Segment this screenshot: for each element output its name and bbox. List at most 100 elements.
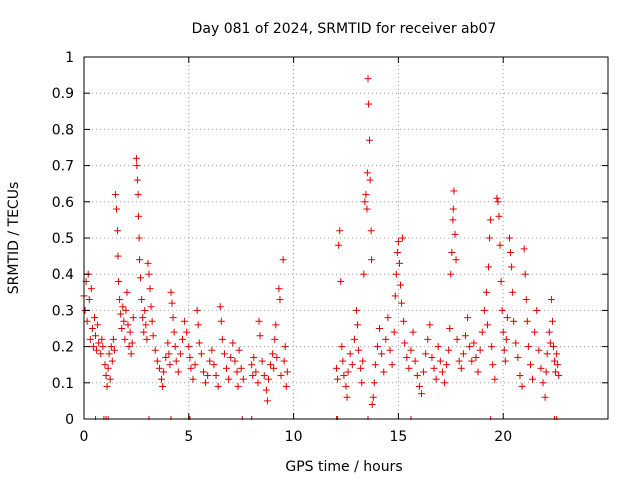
data-point <box>249 372 257 380</box>
data-point <box>396 281 404 289</box>
data-point <box>343 393 351 401</box>
data-point <box>449 205 457 213</box>
data-point <box>138 296 146 304</box>
data-point <box>474 368 482 376</box>
data-point <box>547 296 555 304</box>
data-point <box>443 361 451 369</box>
data-point <box>101 361 109 369</box>
data-point <box>369 393 377 401</box>
data-point <box>155 364 163 372</box>
y-tick-label: 0.5 <box>52 231 74 247</box>
data-point <box>227 353 235 361</box>
data-point <box>524 343 532 351</box>
data-point <box>239 375 247 383</box>
x-tick-label: 0 <box>80 429 89 445</box>
data-point <box>496 241 504 249</box>
data-point <box>111 191 119 199</box>
data-point <box>403 353 411 361</box>
data-point <box>399 234 407 242</box>
data-point <box>499 328 507 336</box>
data-point <box>392 270 400 278</box>
data-point <box>512 339 520 347</box>
data-point <box>339 357 347 365</box>
data-point <box>535 346 543 354</box>
data-point <box>553 350 561 358</box>
data-point <box>400 317 408 325</box>
data-point <box>162 353 170 361</box>
data-point <box>373 343 381 351</box>
data-point <box>368 401 376 409</box>
data-point <box>366 176 374 184</box>
data-point <box>121 335 129 343</box>
data-point <box>276 296 284 304</box>
data-point <box>97 350 105 358</box>
data-point <box>422 350 430 358</box>
data-point <box>436 357 444 365</box>
data-point <box>134 212 142 220</box>
data-point <box>409 328 417 336</box>
data-point <box>470 339 478 347</box>
data-point <box>127 350 135 358</box>
data-point <box>449 216 457 224</box>
data-point <box>333 364 341 372</box>
y-tick-label: 0.4 <box>52 267 74 283</box>
data-point <box>193 306 201 314</box>
data-point <box>497 277 505 285</box>
data-point <box>393 248 401 256</box>
data-point <box>363 205 371 213</box>
data-point <box>148 317 156 325</box>
data-point <box>514 353 522 361</box>
data-point <box>124 321 132 329</box>
data-point <box>165 350 173 358</box>
data-point <box>220 350 228 358</box>
data-point <box>364 75 372 83</box>
grid <box>84 57 608 419</box>
data-point <box>376 325 384 332</box>
data-point <box>509 288 517 296</box>
data-point <box>541 393 549 401</box>
data-point <box>139 314 147 322</box>
data-point <box>125 343 133 351</box>
data-point <box>270 364 278 372</box>
y-tick-label: 0.3 <box>52 303 74 319</box>
data-point <box>272 321 280 329</box>
data-point <box>264 375 272 383</box>
y-tick-label: 1 <box>65 50 74 66</box>
data-point <box>355 346 363 354</box>
data-point <box>363 169 371 177</box>
y-tick-label: 0.6 <box>52 195 74 211</box>
data-points <box>80 75 563 409</box>
data-point <box>346 350 354 358</box>
data-point <box>185 343 193 351</box>
data-point <box>143 335 151 343</box>
data-point <box>210 361 218 369</box>
data-point <box>501 357 509 365</box>
data-point <box>552 368 560 376</box>
chart-title: Day 081 of 2024, SRMTID for receiver ab0… <box>192 21 497 37</box>
data-point <box>455 357 463 365</box>
data-point <box>468 357 476 365</box>
data-point <box>510 317 518 325</box>
data-point <box>262 386 270 394</box>
data-point <box>129 314 137 322</box>
data-point <box>336 227 344 235</box>
data-point <box>208 346 216 354</box>
data-point <box>168 299 176 307</box>
data-point <box>367 227 375 235</box>
data-point <box>171 343 179 351</box>
data-point <box>159 382 167 390</box>
data-point <box>550 343 558 351</box>
data-point <box>480 306 488 314</box>
data-point <box>507 248 515 256</box>
data-point <box>337 277 345 285</box>
data-point <box>405 364 413 372</box>
data-point <box>495 212 503 220</box>
data-point <box>500 346 508 354</box>
data-point <box>516 372 524 380</box>
y-tick-label: 0 <box>65 412 74 428</box>
data-point <box>342 382 350 390</box>
data-point <box>181 317 189 325</box>
data-point <box>86 335 94 343</box>
data-point <box>498 306 506 314</box>
